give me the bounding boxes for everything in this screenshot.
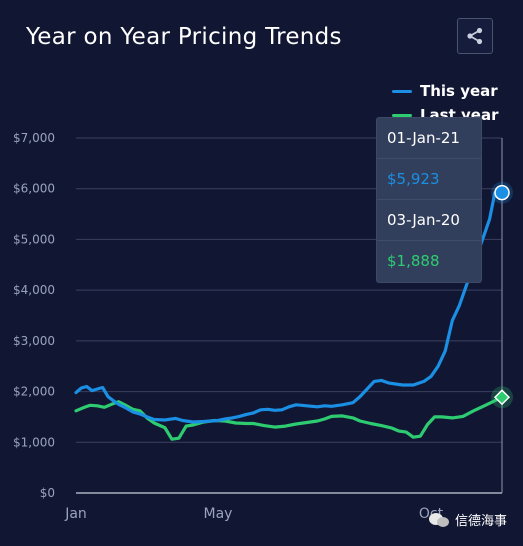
watermark: 信德海事 <box>428 510 507 529</box>
series-line-last-year <box>74 395 504 441</box>
chart-tooltip: 01-Jan-21 $5,923 03-Jan-20 $1,888 <box>376 117 482 283</box>
legend-swatch-this-year <box>392 89 412 93</box>
x-tick-label: May <box>204 506 233 522</box>
legend-label-this-year: This year <box>420 82 498 100</box>
series-line-this-year <box>74 191 504 424</box>
legend-swatch-last-year <box>392 113 412 117</box>
y-tick-label: $2,000 <box>13 385 55 399</box>
y-tick-label: $3,000 <box>13 334 55 348</box>
hover-point-last-year <box>493 389 511 406</box>
share-icon <box>467 27 483 45</box>
tooltip-value-last-year: $1,888 <box>387 252 440 270</box>
y-tick-label: $4,000 <box>13 283 55 297</box>
tooltip-value-this-year: $5,923 <box>377 159 481 200</box>
y-tick-label: $7,000 <box>13 131 55 145</box>
tooltip-date-last-year: 03-Jan-20 <box>377 200 481 241</box>
x-tick-label: Jan <box>64 506 87 522</box>
tooltip-date-this-year: 01-Jan-21 <box>377 118 481 159</box>
y-tick-label: $1,000 <box>13 435 55 449</box>
watermark-text: 信德海事 <box>455 514 508 529</box>
share-button[interactable] <box>457 18 493 54</box>
wechat-icon <box>429 512 449 527</box>
hover-point-this-year <box>494 184 510 201</box>
y-tick-label: $0 <box>40 486 55 500</box>
chart-title: Year on Year Pricing Trends <box>26 24 342 50</box>
y-tick-label: $5,000 <box>13 232 55 246</box>
y-tick-label: $6,000 <box>13 182 55 196</box>
legend-item-this-year[interactable]: This year <box>392 79 498 103</box>
